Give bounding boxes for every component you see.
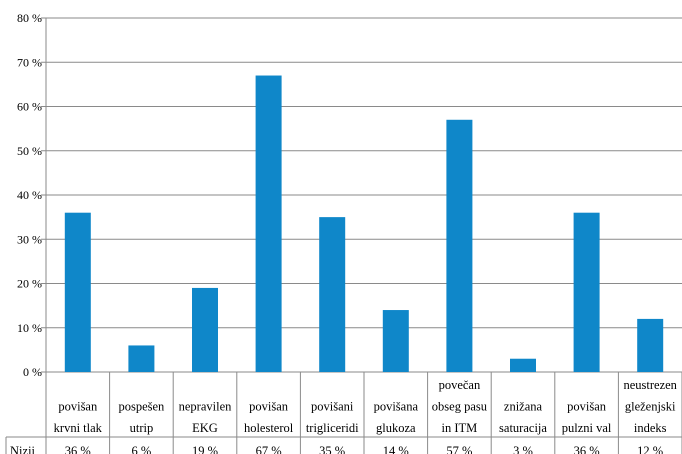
data-label: 57 %: [446, 444, 472, 454]
category-label: povišani trigliceridi: [306, 400, 359, 436]
bar: [510, 358, 536, 372]
y-tick-label: 0 %: [23, 365, 42, 379]
category-label: povišana glukoza: [374, 400, 419, 436]
bar: [319, 217, 346, 372]
bar: [255, 75, 282, 373]
y-axis: 0 % 10 % 20 % 30 % 40 % 50 % 60 % 70 % 80 %: [17, 11, 47, 379]
category-label: neustrezen gleženjski indeks: [623, 378, 677, 435]
gridlines: [41, 17, 682, 373]
category-label: povečan obseg pasu in ITM: [432, 378, 488, 435]
category-label: povišan pulzni val: [562, 400, 612, 436]
bar: [128, 345, 155, 372]
data-label: 67 %: [256, 444, 282, 454]
data-label: 6 %: [132, 444, 152, 454]
category-label: znižana saturacija: [499, 400, 547, 436]
y-tick-label: 40 %: [17, 188, 42, 202]
y-tick-label: 30 %: [17, 232, 42, 246]
y-tick-label: 10 %: [17, 321, 42, 335]
bars: [64, 75, 664, 373]
y-tick-label: 60 %: [17, 100, 42, 114]
category-label: povišan krvni tlak: [54, 400, 103, 436]
bar: [573, 212, 600, 372]
y-tick-label: 70 %: [17, 55, 42, 69]
series-legend-label: Nizji: [10, 444, 36, 454]
data-label: 36 %: [65, 444, 91, 454]
y-tick-label: 50 %: [17, 144, 42, 158]
data-label: 3 %: [513, 444, 533, 454]
y-tick-label: 80 %: [17, 11, 42, 25]
bar: [446, 119, 473, 373]
bar: [382, 310, 409, 372]
data-label: 19 %: [192, 444, 218, 454]
data-label: 14 %: [383, 444, 409, 454]
category-label: pospešen utrip: [118, 400, 165, 436]
bar: [192, 287, 218, 372]
category-label: povišan holesterol: [244, 400, 294, 436]
bar: [64, 212, 91, 372]
bar: [637, 318, 664, 372]
data-label: 36 %: [574, 444, 600, 454]
data-label: 35 %: [319, 444, 345, 454]
data-label: 12 %: [637, 444, 663, 454]
y-tick-label: 20 %: [17, 277, 42, 291]
category-label: nepravilen EKG: [179, 400, 233, 436]
category-data-table: povišan krvni tlak pospešen utrip nepravilen…: [5, 372, 682, 454]
